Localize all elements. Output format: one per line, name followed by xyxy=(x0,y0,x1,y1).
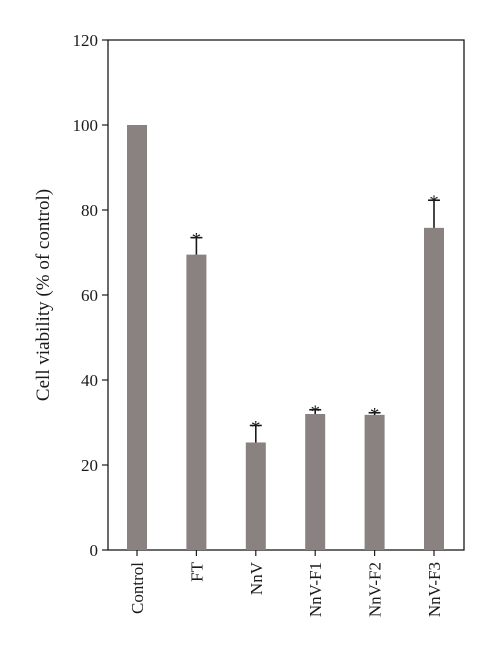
bar-control xyxy=(127,125,147,550)
x-tick-label: NnV-F3 xyxy=(425,562,444,617)
x-tick-label: NnV-F1 xyxy=(306,562,325,617)
plot-border xyxy=(107,39,465,551)
significance-marker: * xyxy=(192,230,202,251)
significance-marker: * xyxy=(429,192,439,213)
bars: * * * * * xyxy=(127,125,444,550)
bar-nnv-f2 xyxy=(364,414,385,550)
y-tick-label: 100 xyxy=(73,116,99,135)
x-tick-label: Control xyxy=(128,562,147,614)
y-tick-label: 0 xyxy=(90,541,99,560)
y-axis-title: Cell viability (% of control) xyxy=(33,189,54,401)
x-tick-label: FT xyxy=(187,561,206,581)
plot-frame xyxy=(107,39,465,551)
y-tick-label: 40 xyxy=(81,371,98,390)
y-tick-label: 120 xyxy=(73,31,99,50)
y-tick-label: 80 xyxy=(81,201,98,220)
y-axis: 0 20 40 60 80 100 120 xyxy=(73,31,108,560)
significance-marker: * xyxy=(251,417,261,438)
bar-nnv xyxy=(245,442,266,550)
x-tick-label: NnV xyxy=(247,561,266,595)
significance-marker: * xyxy=(370,405,380,426)
y-tick-label: 20 xyxy=(81,456,98,475)
bar-nnv-f1 xyxy=(305,414,326,550)
significance-marker: * xyxy=(310,402,320,423)
y-tick-label: 60 xyxy=(81,286,98,305)
x-tick-label: NnV-F2 xyxy=(366,562,385,617)
bar-nnv-f3 xyxy=(424,227,444,550)
x-axis: Control FT NnV NnV-F1 NnV-F2 NnV-F3 xyxy=(128,550,444,617)
bar-ft xyxy=(186,254,207,550)
